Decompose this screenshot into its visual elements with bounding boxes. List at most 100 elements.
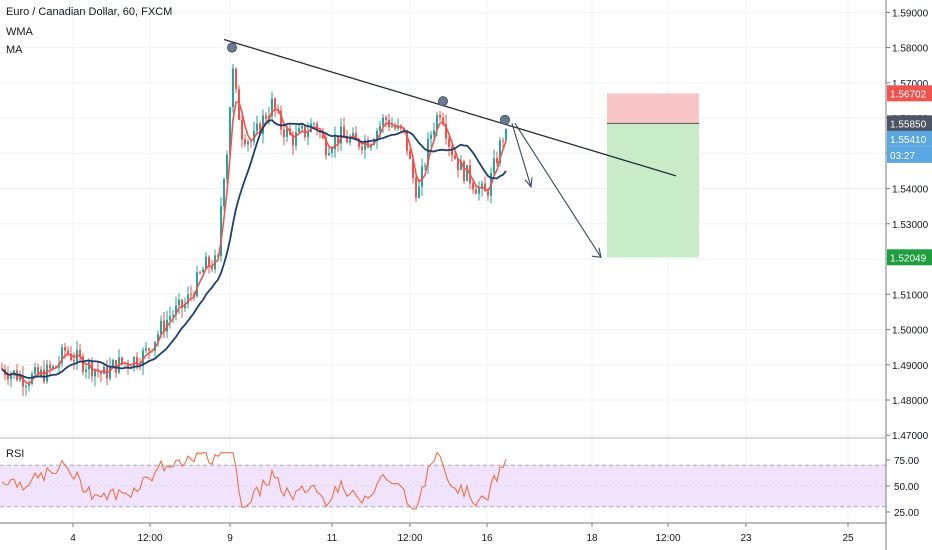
candle-body bbox=[274, 98, 276, 111]
candle-body bbox=[316, 123, 318, 131]
candle-body bbox=[223, 178, 225, 207]
candle-body bbox=[307, 131, 309, 138]
ma-legend[interactable]: MA bbox=[6, 44, 23, 56]
ma-line bbox=[1, 119, 507, 379]
candle-body bbox=[415, 178, 417, 198]
wma-legend[interactable]: WMA bbox=[6, 26, 33, 38]
candle-body bbox=[331, 149, 333, 154]
candle-body bbox=[160, 320, 162, 335]
candle-body bbox=[499, 140, 501, 164]
candle-body bbox=[196, 272, 198, 297]
time-tick-label: 12:00 bbox=[655, 533, 680, 544]
candle-body bbox=[298, 128, 300, 133]
candle-body bbox=[436, 115, 438, 131]
candle-body bbox=[175, 305, 177, 315]
candles bbox=[1, 63, 507, 397]
candle-body bbox=[205, 256, 207, 270]
candle-body bbox=[283, 129, 285, 138]
candle-body bbox=[61, 347, 63, 363]
candle-body bbox=[157, 334, 159, 342]
stop-loss-zone bbox=[607, 93, 699, 124]
candle-body bbox=[10, 374, 12, 380]
last-price-label: 1.55410 bbox=[890, 135, 927, 146]
candle-body bbox=[412, 159, 414, 179]
candle-body bbox=[52, 366, 54, 369]
candle-body bbox=[7, 375, 9, 380]
candle-body bbox=[478, 188, 480, 194]
candle-body bbox=[358, 138, 360, 147]
arrowhead-short bbox=[524, 177, 533, 189]
rsi-legend[interactable]: RSI bbox=[6, 448, 25, 460]
candle-body bbox=[172, 314, 174, 317]
candle-body bbox=[46, 364, 48, 382]
candle-body bbox=[112, 360, 114, 367]
entry-price-label-bg bbox=[887, 115, 932, 132]
candle-body bbox=[37, 367, 39, 375]
candle-body bbox=[472, 183, 474, 190]
symbol-legend[interactable]: Euro / Canadian Dollar, 60, FXCM bbox=[6, 6, 173, 18]
candle-body bbox=[145, 348, 147, 351]
candle-body bbox=[394, 126, 396, 129]
candle-body bbox=[502, 140, 504, 142]
time-tick-label: 4 bbox=[70, 533, 76, 544]
candle-body bbox=[349, 137, 351, 143]
candle-body bbox=[202, 269, 204, 273]
stop-price-label: 1.56702 bbox=[890, 89, 927, 100]
candle-body bbox=[382, 117, 384, 126]
candle-body bbox=[82, 356, 84, 372]
candle-body bbox=[220, 206, 222, 257]
candle-body bbox=[49, 364, 51, 369]
candle-body bbox=[379, 125, 381, 132]
candle-body bbox=[211, 267, 213, 270]
candle-body bbox=[55, 366, 57, 368]
entry-price-label: 1.55850 bbox=[890, 119, 927, 130]
candle-body bbox=[241, 119, 243, 140]
price-tick-label: 1.49000 bbox=[892, 361, 929, 372]
rsi-pane bbox=[0, 451, 886, 510]
candle-body bbox=[463, 161, 465, 181]
candle-body bbox=[493, 158, 495, 173]
price-tick-label: 1.54000 bbox=[892, 185, 929, 196]
projection-arrow-short bbox=[511, 123, 532, 187]
candle-body bbox=[169, 316, 171, 320]
candle-body bbox=[13, 370, 15, 375]
candle-body bbox=[439, 115, 441, 118]
candle-body bbox=[109, 366, 111, 379]
candle-body bbox=[256, 123, 258, 132]
candle-body bbox=[70, 353, 72, 360]
time-tick-label: 12:00 bbox=[397, 533, 422, 544]
countdown-price-label-bg bbox=[887, 146, 932, 163]
target-price-label: 1.52049 bbox=[890, 253, 927, 264]
resistance-trendline bbox=[223, 38, 677, 177]
time-tick-label: 23 bbox=[740, 533, 752, 544]
candle-body bbox=[337, 135, 339, 144]
candle-body bbox=[385, 117, 387, 120]
arrowhead-long bbox=[591, 247, 602, 258]
rsi-line bbox=[1, 451, 507, 510]
candle-body bbox=[271, 98, 273, 116]
time-tick-label: 18 bbox=[586, 533, 598, 544]
rsi-tick-label: 50.00 bbox=[894, 482, 919, 493]
candle-body bbox=[226, 154, 228, 179]
swing-marker bbox=[500, 114, 510, 125]
candle-body bbox=[313, 123, 315, 125]
candle-body bbox=[484, 183, 486, 192]
candle-body bbox=[445, 124, 447, 139]
candle-body bbox=[505, 128, 507, 141]
projection-arrow-long bbox=[514, 123, 602, 258]
candle-body bbox=[325, 138, 327, 156]
candle-body bbox=[280, 110, 282, 130]
candle-body bbox=[343, 126, 345, 137]
candle-body bbox=[28, 383, 30, 386]
candle-body bbox=[34, 367, 36, 374]
candle-body bbox=[409, 150, 411, 160]
candle-body bbox=[424, 165, 426, 167]
candle-body bbox=[232, 68, 234, 108]
swing-marker bbox=[438, 96, 448, 107]
candle-body bbox=[178, 299, 180, 306]
candle-body bbox=[406, 129, 408, 151]
candle-body bbox=[148, 348, 150, 351]
candle-body bbox=[418, 186, 420, 198]
candle-body bbox=[190, 294, 192, 296]
